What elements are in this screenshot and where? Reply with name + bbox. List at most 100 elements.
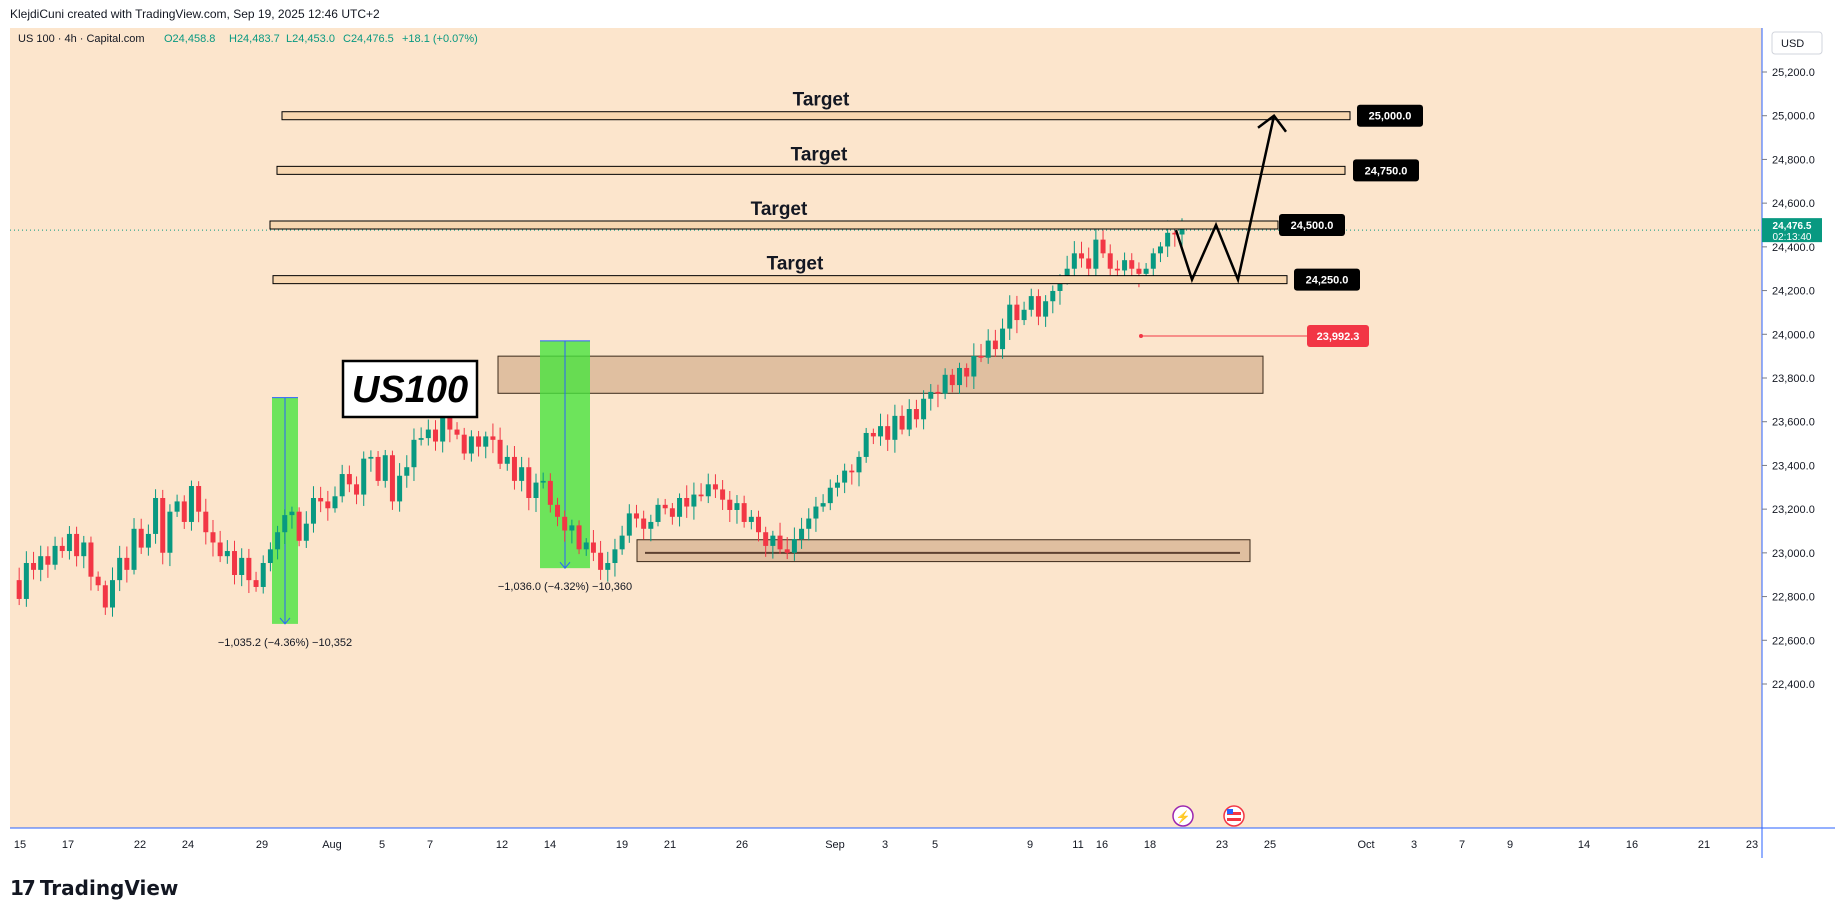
target-price-label: 25,000.0 bbox=[1369, 111, 1412, 123]
candle-body bbox=[813, 506, 819, 519]
target-label: Target bbox=[751, 199, 808, 220]
candle-body bbox=[641, 518, 647, 529]
target-price-label: 24,750.0 bbox=[1365, 165, 1408, 177]
y-tick-label: 23,800.0 bbox=[1772, 373, 1815, 385]
targets-layer: Target 25,000.0 Target 24,750.0 Target 24,500… bbox=[269, 90, 1423, 291]
x-tick-label: Aug bbox=[322, 839, 342, 851]
price-axis[interactable] bbox=[1762, 28, 1835, 858]
y-tick-label: 24,800.0 bbox=[1772, 154, 1815, 166]
x-tick-label: 9 bbox=[1507, 839, 1513, 851]
candle-body bbox=[282, 515, 288, 533]
tradingview-logo[interactable]: 𝟭𝟳 TradingView bbox=[10, 876, 178, 900]
legend-close: C24,476.5 bbox=[343, 33, 394, 45]
x-axis-ticks: 15 17 22 24 29 Aug 5 7 12 14 19 21 26 Sep 3 5 9 11 16 18 23 2… bbox=[14, 839, 1758, 851]
x-tick-label: 9 bbox=[1027, 839, 1033, 851]
time-axis[interactable] bbox=[10, 828, 1762, 858]
y-tick-label: 22,800.0 bbox=[1772, 592, 1815, 604]
candle-body bbox=[440, 415, 446, 442]
candle-body bbox=[454, 429, 460, 435]
candle-body bbox=[949, 374, 955, 386]
flag-stripe-icon bbox=[1227, 818, 1241, 821]
candle-body bbox=[583, 542, 589, 550]
candle-body bbox=[461, 434, 467, 454]
target-label: Target bbox=[793, 90, 850, 111]
candle-body bbox=[1035, 296, 1041, 317]
legend-change: +18.1 (+0.07%) bbox=[402, 33, 478, 45]
candle-body bbox=[411, 439, 417, 468]
candle-body bbox=[863, 432, 869, 457]
candle-body bbox=[1143, 268, 1149, 274]
target-zone bbox=[272, 275, 1288, 285]
candle-body bbox=[942, 374, 948, 394]
candle-body bbox=[741, 503, 747, 522]
x-tick-label: 5 bbox=[379, 839, 385, 851]
candle-body bbox=[318, 497, 324, 502]
candle-body bbox=[109, 580, 115, 608]
candle-body bbox=[1028, 296, 1034, 310]
candle-body bbox=[662, 504, 668, 509]
candle-body bbox=[1172, 232, 1178, 235]
candle-body bbox=[45, 556, 51, 565]
candle-body bbox=[397, 475, 403, 502]
lightning-icon[interactable] bbox=[1172, 805, 1194, 827]
candle-body bbox=[913, 409, 919, 420]
candle-body bbox=[1157, 246, 1163, 254]
attribution-bar: KlejdiCuni created with TradingView.com,… bbox=[0, 0, 1835, 28]
candle-body bbox=[677, 497, 683, 517]
attribution-text: KlejdiCuni created with TradingView.com,… bbox=[10, 7, 380, 21]
candle-body bbox=[691, 494, 697, 507]
candle-body bbox=[526, 467, 532, 498]
y-tick-label: 24,600.0 bbox=[1772, 198, 1815, 210]
candle-body bbox=[870, 432, 876, 437]
x-tick-label: Oct bbox=[1357, 839, 1374, 851]
candle-body bbox=[705, 484, 711, 497]
x-tick-label: Sep bbox=[825, 839, 845, 851]
candle-body bbox=[720, 489, 726, 500]
candle-body bbox=[260, 563, 266, 587]
legend-high: H24,483.7 bbox=[229, 33, 280, 45]
candle-body bbox=[81, 542, 87, 557]
candle-body bbox=[1136, 268, 1142, 274]
candle-body bbox=[748, 516, 754, 522]
candle-body bbox=[232, 551, 238, 575]
candle-body bbox=[626, 513, 632, 536]
candle-body bbox=[74, 533, 80, 557]
projection-arrow-head bbox=[1257, 113, 1287, 133]
candle-body bbox=[117, 557, 123, 581]
candle-body bbox=[1071, 253, 1077, 269]
candle-body bbox=[23, 563, 29, 599]
x-tick-label: 16 bbox=[1626, 839, 1638, 851]
target-price-tag bbox=[1357, 104, 1423, 127]
candle-body bbox=[239, 557, 245, 575]
candle-body bbox=[210, 532, 216, 543]
candle-body bbox=[547, 480, 553, 505]
flag-canton-icon bbox=[1227, 809, 1233, 814]
target-price-tag bbox=[1279, 214, 1345, 236]
x-tick-label: 29 bbox=[256, 839, 268, 851]
flag-stripe-icon bbox=[1227, 812, 1241, 815]
x-tick-label: 14 bbox=[1578, 839, 1590, 851]
chart-canvas[interactable]: −1,035.2 (−4.36%) −10,352 −1,036.0 (−4.32… bbox=[0, 28, 1835, 858]
candle-body bbox=[289, 511, 295, 516]
x-tick-label: 23 bbox=[1216, 839, 1228, 851]
y-tick-label: 25,200.0 bbox=[1772, 67, 1815, 79]
candle-body bbox=[878, 426, 884, 437]
candle-body bbox=[382, 455, 388, 481]
y-tick-label: 23,200.0 bbox=[1772, 504, 1815, 516]
candle-body bbox=[153, 497, 159, 534]
candle-body bbox=[799, 528, 805, 540]
candle-body bbox=[669, 508, 675, 517]
projection-path bbox=[1174, 115, 1276, 284]
current-price-value: 24,476.5 bbox=[1773, 221, 1812, 232]
candle-body bbox=[906, 409, 912, 430]
candle-body bbox=[834, 482, 840, 488]
candle-body bbox=[655, 504, 661, 522]
candle-body bbox=[698, 494, 704, 497]
x-tick-label: 22 bbox=[134, 839, 146, 851]
candle-body bbox=[849, 470, 855, 473]
candle-body bbox=[827, 487, 833, 504]
candle-body bbox=[684, 497, 690, 507]
candle-body bbox=[1007, 304, 1013, 329]
currency-button[interactable] bbox=[1771, 31, 1823, 55]
chart-area[interactable]: −1,035.2 (−4.36%) −10,352 −1,036.0 (−4.32… bbox=[0, 28, 1835, 858]
